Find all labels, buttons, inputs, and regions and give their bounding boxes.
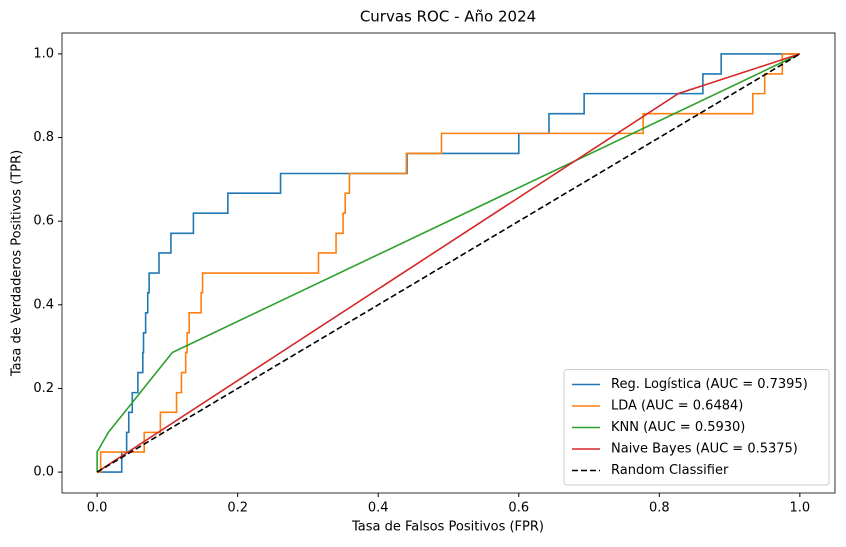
legend-label: Random Classifier xyxy=(611,463,729,478)
series-line xyxy=(96,53,801,473)
series-line xyxy=(96,53,801,473)
legend-box xyxy=(563,369,830,486)
x-axis-label: Tasa de Falsos Positivos (FPR) xyxy=(351,520,544,535)
plot-frame xyxy=(61,32,836,494)
x-tick-label: 0.0 xyxy=(87,501,108,516)
chart-title: Curvas ROC - Año 2024 xyxy=(360,8,536,26)
x-tick-label: 0.2 xyxy=(227,501,248,516)
y-tick-label: 0.8 xyxy=(33,130,54,145)
x-tick-label: 0.8 xyxy=(649,501,670,516)
legend-label: LDA (AUC = 0.6484) xyxy=(611,399,743,414)
legend-label: Reg. Logística (AUC = 0.7395) xyxy=(611,377,808,392)
x-tick-label: 0.6 xyxy=(508,501,529,516)
x-tick-label: 0.4 xyxy=(368,501,389,516)
legend-label: KNN (AUC = 0.5930) xyxy=(611,420,745,435)
y-tick-label: 0.2 xyxy=(33,381,54,396)
series-line xyxy=(97,53,800,473)
y-tick-label: 0.6 xyxy=(33,214,54,229)
series-line xyxy=(96,53,801,473)
legend-label: Naive Bayes (AUC = 0.5375) xyxy=(611,442,798,457)
y-tick-label: 0.4 xyxy=(33,297,54,312)
x-tick-label: 1.0 xyxy=(790,501,811,516)
y-axis-label: Tasa de Verdaderos Positivos (TPR) xyxy=(10,150,25,377)
y-tick-label: 1.0 xyxy=(33,46,54,61)
y-tick-label: 0.0 xyxy=(33,465,54,480)
